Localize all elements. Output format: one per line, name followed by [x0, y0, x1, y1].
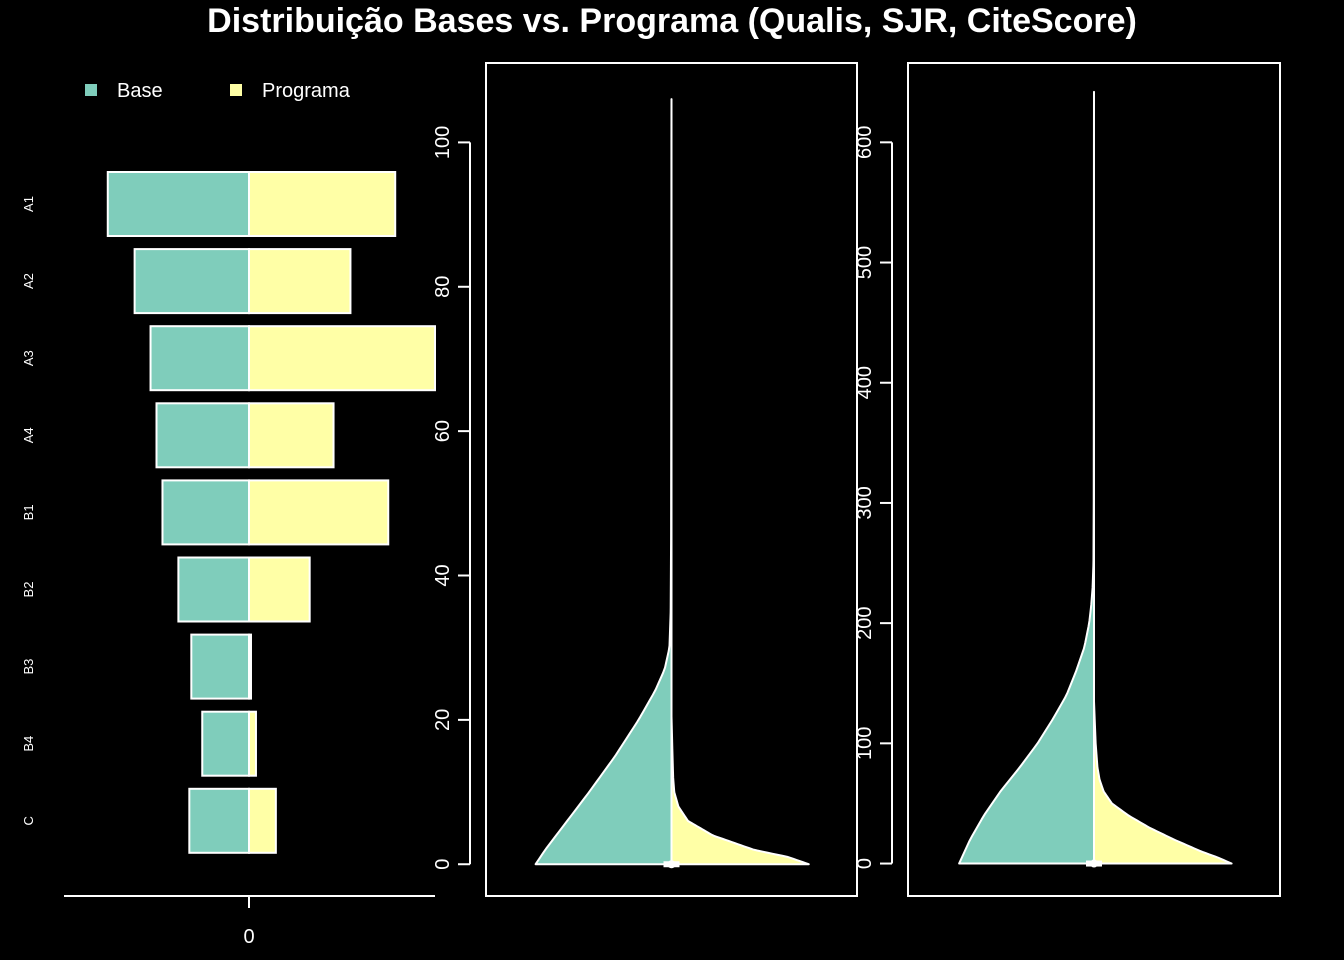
y-tick-label-2-0: 0 — [854, 858, 876, 869]
y-tick-label-2-500: 500 — [854, 246, 876, 279]
bar-programa-A2 — [248, 248, 352, 315]
y-tick-label-1-40: 40 — [432, 564, 454, 586]
legend-label-programa: Programa — [262, 80, 351, 102]
bar-programa-B2 — [248, 556, 311, 623]
category-label-A3: A3 — [21, 350, 36, 366]
bar-base-B1 — [161, 479, 251, 546]
category-label-B3: B3 — [21, 659, 36, 675]
bar-base-A2 — [133, 248, 251, 315]
legend-swatch-programa — [230, 84, 242, 96]
y-tick-label-2-300: 300 — [854, 486, 876, 519]
bar-base-C — [188, 787, 251, 854]
bar-base-B4 — [201, 710, 251, 777]
category-label-B1: B1 — [21, 504, 36, 520]
violin-2-median-point — [1090, 859, 1098, 868]
bar-programa-A1 — [248, 171, 397, 237]
category-label-B4: B4 — [21, 736, 36, 752]
y-tick-label-1-20: 20 — [432, 709, 454, 731]
category-label-B2: B2 — [21, 582, 36, 598]
plot-frame-1 — [485, 62, 858, 897]
y-tick-label-2-200: 200 — [854, 606, 876, 639]
violin-chart-panel-1: 0 20 40 60 80 100 — [432, 62, 858, 897]
bar-base-A1 — [106, 171, 251, 237]
category-label-A1: A1 — [21, 196, 36, 212]
category-label-C: C — [21, 816, 36, 825]
bar-programa-A4 — [248, 402, 335, 469]
chart-title: Distribuição Bases vs. Programa (Qualis,… — [207, 2, 1137, 40]
legend-swatch-base — [85, 84, 97, 96]
bar-base-B2 — [177, 556, 251, 623]
bar-programa-B3 — [248, 633, 252, 700]
bar-programa-C — [248, 787, 277, 854]
bar-programa-B1 — [248, 479, 390, 546]
y-tick-label-1-60: 60 — [432, 420, 454, 442]
y-tick-label-2-400: 400 — [854, 366, 876, 399]
violin-1-median-point — [667, 860, 676, 869]
bar-base-A3 — [149, 325, 251, 392]
category-label-A2: A2 — [21, 273, 36, 289]
bar-programa-A3 — [248, 325, 436, 392]
x-tick-label-0: 0 — [243, 926, 254, 948]
y-tick-label-1-80: 80 — [432, 276, 454, 298]
y-tick-label-2-100: 100 — [854, 727, 876, 760]
legend: Base Programa — [85, 80, 351, 102]
bar-programa-B4 — [248, 710, 257, 777]
plot-frame-2 — [907, 62, 1281, 897]
violin-chart-panel-2: 0 100 200 300 400 500 600 — [854, 62, 1281, 897]
category-label-A4: A4 — [21, 427, 36, 443]
legend-label-base: Base — [117, 80, 163, 102]
y-tick-label-2-600: 600 — [854, 126, 876, 159]
y-tick-label-1-100: 100 — [432, 126, 454, 159]
bar-chart-panel: A1 A2 A3 A4 B1 B2 B3 B4 C 0 — [21, 171, 436, 948]
bar-base-B3 — [190, 633, 251, 700]
bar-base-A4 — [155, 402, 251, 469]
y-tick-label-1-0: 0 — [432, 859, 454, 870]
